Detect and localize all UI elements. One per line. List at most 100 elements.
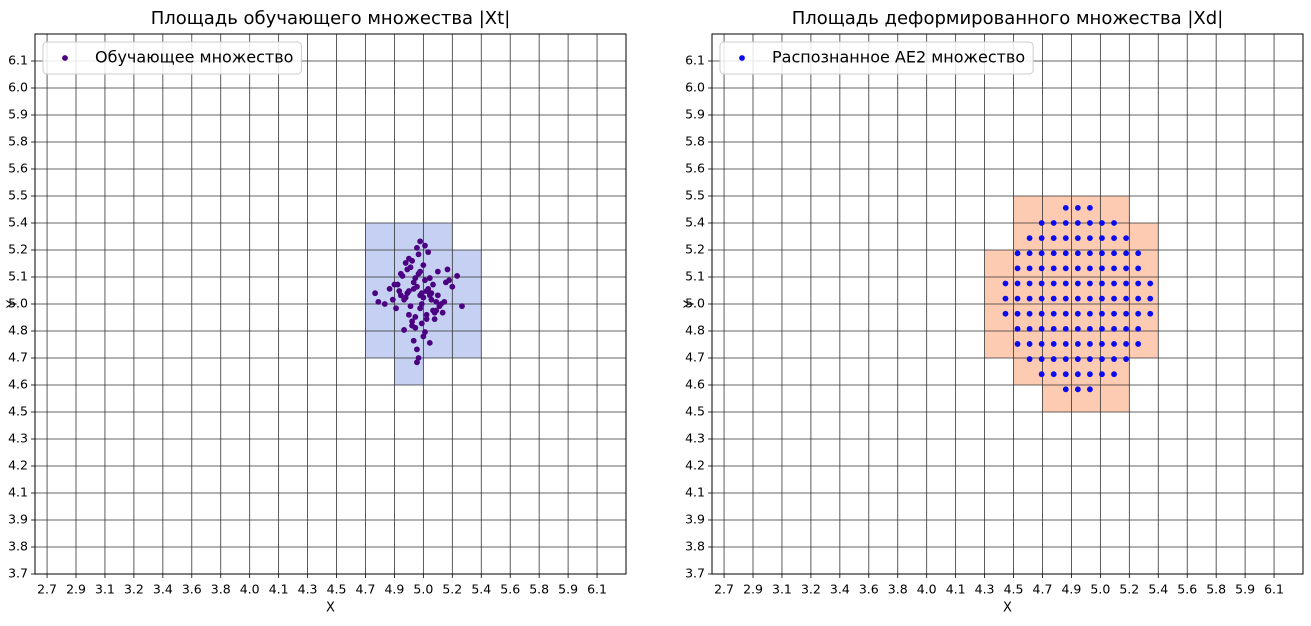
x-tick-label: 2.9 [66,582,86,597]
y-tick-label: 4.1 [8,485,28,500]
point [1123,341,1130,347]
y-tick-label: 4.6 [8,377,28,392]
y-tick-label: 5.2 [685,242,705,257]
point [1014,341,1021,347]
point [1123,356,1130,362]
point [1062,356,1069,362]
y-tick-label: 3.9 [685,512,705,527]
point [1135,341,1142,347]
x-tick-label: 3.1 [95,582,115,597]
point [1111,265,1117,272]
point [1062,295,1069,302]
point [1074,356,1081,362]
point [1123,325,1130,332]
point [434,292,441,299]
point [1087,204,1093,211]
point [1147,310,1154,317]
point [1111,235,1117,242]
y-tick-label: 5.8 [8,134,28,149]
y-tick-label: 5.6 [8,161,28,176]
y-tick-label: 4.3 [8,431,28,446]
x-tick-label: 5.9 [558,582,578,597]
point [1074,310,1081,317]
point [1099,341,1105,347]
point [1111,280,1117,287]
x-tick-label: 5.8 [1206,582,1226,597]
point [402,260,409,266]
point [372,290,379,297]
point [1038,280,1045,287]
x-tick-label: 6.1 [587,582,607,597]
y-tick-label: 5.1 [8,269,28,284]
x-tick-label: 5.6 [500,582,520,597]
point [1062,386,1069,393]
point [1135,250,1142,257]
x-tick-label: 5.4 [471,582,491,597]
y-tick-label: 4.6 [685,377,705,392]
point [1087,295,1093,302]
point [1147,280,1154,287]
point [1026,341,1033,347]
point [1111,356,1117,362]
point [1050,325,1057,332]
point [444,266,451,273]
x-tick-label: 4.7 [1033,582,1053,597]
y-tick-label: 4.1 [685,485,705,500]
point [1087,386,1093,393]
y-tick-label: 5.0 [8,296,28,311]
point [1099,325,1105,332]
y-tick-label: 5.8 [685,134,705,149]
point [1099,280,1105,287]
point [454,273,461,279]
point [428,296,435,303]
x-tick-label: 3.4 [830,582,850,597]
x-tick-label: 3.6 [182,582,202,597]
legend-label: Обучающее множество [95,48,293,67]
y-axis-label: Y [6,300,21,309]
y-tick-label: 4.2 [685,458,705,473]
point [1111,341,1117,347]
point [1026,235,1033,242]
legend: Обучающее множество [42,41,302,75]
point [1123,280,1130,287]
point [1074,295,1081,302]
point [1026,356,1033,362]
point [423,311,430,318]
point [1087,265,1093,272]
y-tick-label: 5.6 [685,161,705,176]
x-tick-label: 4.0 [917,582,937,597]
point [412,314,419,320]
point [420,262,427,269]
point [1050,250,1057,257]
point [434,268,441,275]
x-tick-label: 3.2 [801,582,821,597]
point [1087,235,1093,242]
x-axis-label: X [1003,601,1012,616]
point [1135,310,1142,317]
x-tick-label: 5.4 [1148,582,1168,597]
x-tick-label: 5.2 [442,582,462,597]
x-tick-label: 5.0 [1090,582,1110,597]
y-tick-label: 3.7 [685,566,705,581]
y-tick-label: 4.7 [685,350,705,365]
x-tick-label: 5.9 [1235,582,1255,597]
point [1050,265,1057,272]
x-tick-label: 2.7 [37,582,57,597]
point [391,281,398,288]
point [1050,371,1057,378]
point [414,346,420,353]
point [1123,295,1130,302]
point [1074,386,1081,393]
y-tick-label: 6.1 [8,53,28,68]
point [1111,371,1117,378]
y-tick-label: 5.0 [685,296,705,311]
point [1074,235,1081,242]
subplot: 2.7 2.9 3.1 3.2 3.4 3.6 3.8 4.0 4.1 4.3 4.5 4.7 4.9 5… [683,8,1304,616]
point [1038,265,1045,272]
chart-title: Площадь деформированного множества |Xd| [792,8,1224,29]
point [1002,295,1009,302]
point [1074,250,1081,257]
point [1014,280,1021,287]
point [1002,310,1009,317]
